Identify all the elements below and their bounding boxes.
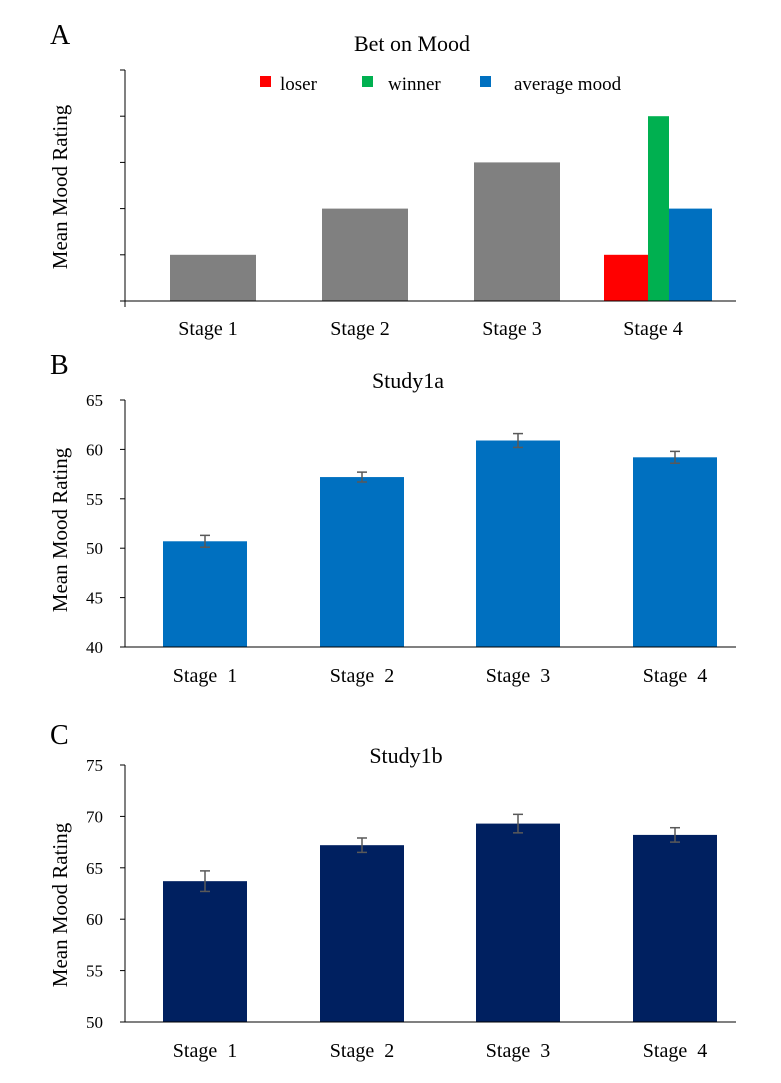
bar-stage-4-loser [604, 254, 648, 301]
y-tick-label: 60 [86, 910, 103, 929]
x-tick-label: Stage 2 [330, 318, 389, 340]
y-tick-label: 55 [86, 490, 103, 509]
panel-a-chart: A Bet on Mood Mean Mood Rating loser win… [48, 20, 736, 340]
bar-stage-2 [320, 845, 404, 1022]
panel-c-bars [163, 823, 717, 1022]
panel-a-title: Bet on Mood [354, 31, 470, 56]
bar-stage-4-average-mood [669, 208, 712, 301]
x-tick-label: Stage 1 [173, 1040, 237, 1062]
y-tick-label: 65 [86, 859, 103, 878]
bar-stage-1 [163, 881, 247, 1022]
x-tick-label: Stage 2 [330, 1040, 394, 1062]
panel-c-error-bars [200, 813, 680, 893]
error-bar [513, 813, 523, 834]
error-bar [357, 471, 367, 483]
y-tick-label: 70 [86, 807, 103, 826]
error-bar [670, 450, 680, 464]
bar-stage-2 [322, 208, 408, 301]
x-tick-label: Stage 3 [482, 318, 541, 340]
bar-stage-4 [633, 834, 717, 1022]
y-tick-label: 65 [86, 391, 103, 410]
bar-stage-3 [474, 162, 560, 301]
bar-stage-2 [320, 477, 404, 647]
x-tick-label: Stage 3 [486, 1040, 550, 1062]
bar-stage-3 [476, 823, 560, 1022]
panel-b-letter: B [50, 350, 69, 381]
error-bar [200, 870, 210, 893]
panel-c-axes [120, 764, 736, 1023]
bar-stage-4 [633, 457, 717, 647]
bar-stage-1 [163, 541, 247, 647]
panel-c-chart: C Study1b Mean Mood Rating 50 55 60 65 7… [48, 720, 736, 1062]
legend-swatch-average-mood [480, 76, 491, 87]
panel-b-axes [120, 399, 736, 648]
panel-b-error-bars [200, 432, 680, 548]
legend-swatch-loser [260, 76, 271, 87]
error-bar [357, 837, 367, 854]
bar-stage-3 [476, 440, 560, 647]
panel-a-y-axis-label: Mean Mood Rating [48, 104, 72, 269]
legend-label-average-mood: average mood [514, 74, 622, 95]
x-tick-label: Stage 4 [643, 665, 707, 687]
x-tick-label: Stage 4 [643, 1040, 707, 1062]
x-tick-label: Stage 1 [178, 318, 237, 340]
y-tick-label: 60 [86, 440, 103, 459]
x-tick-label: Stage 3 [486, 665, 550, 687]
panel-c-letter: C [50, 720, 69, 751]
panel-c-title: Study1b [369, 743, 442, 768]
y-tick-label: 50 [86, 1013, 103, 1032]
panel-a-axes [120, 69, 736, 307]
panel-b-y-axis-label: Mean Mood Rating [48, 447, 72, 612]
error-bar [200, 534, 210, 548]
x-tick-label: Stage 2 [330, 665, 394, 687]
legend-swatch-winner [362, 76, 373, 87]
panel-c-y-axis-label: Mean Mood Rating [48, 822, 72, 987]
panel-b-chart: B Study1a Mean Mood Rating 40 45 50 55 6… [48, 350, 736, 687]
bar-stage-1 [170, 254, 256, 301]
legend-label-loser: loser [280, 74, 318, 95]
x-tick-label: Stage 4 [623, 318, 682, 340]
y-tick-label: 45 [86, 589, 103, 608]
error-bar [670, 826, 680, 843]
legend-label-winner: winner [388, 74, 441, 95]
error-bar [513, 432, 523, 449]
panel-a-bars [170, 116, 712, 301]
panel-b-title: Study1a [372, 368, 444, 393]
y-tick-label: 40 [86, 638, 103, 657]
y-tick-label: 55 [86, 962, 103, 981]
y-tick-label: 75 [86, 756, 103, 775]
x-tick-label: Stage 1 [173, 665, 237, 687]
bar-stage-4-winner [648, 116, 669, 301]
panel-b-bars [163, 440, 717, 647]
panel-a-letter: A [50, 20, 71, 51]
panel-a-legend: loser winner average mood [260, 74, 622, 95]
y-tick-label: 50 [86, 539, 103, 558]
